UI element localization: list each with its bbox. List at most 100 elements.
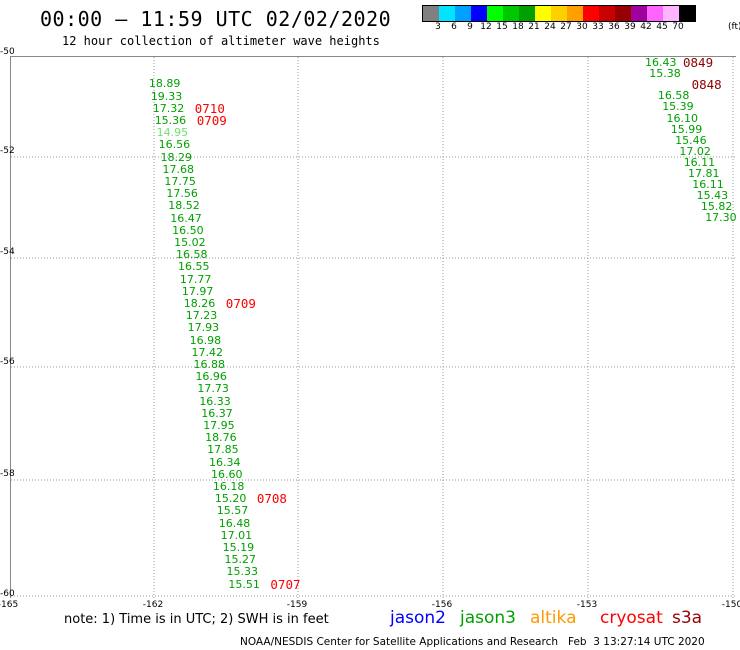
color-swatch bbox=[663, 6, 679, 21]
color-scale-labels: 3 6 9 12 15 18 21 24 27 30 33 36 39 42 45 70 bbox=[422, 21, 740, 35]
wave-height-label: 17.23 bbox=[185, 309, 218, 323]
wave-height-label: 17.42 bbox=[191, 345, 224, 359]
wave-height-label: 15.57 bbox=[216, 504, 249, 518]
latitude-label: -60 bbox=[0, 589, 15, 599]
wave-height-label: 17.73 bbox=[197, 382, 229, 396]
wave-height-label: 15.43 bbox=[696, 189, 729, 203]
wave-height-label: 17.77 bbox=[179, 272, 212, 286]
wave-height-label: 16.98 bbox=[189, 333, 222, 347]
wave-height-label: 15.19 bbox=[222, 541, 255, 554]
pass-time-label: 0709 bbox=[196, 113, 227, 128]
color-swatch bbox=[583, 6, 599, 21]
wave-height-label: 19.33 bbox=[150, 89, 183, 103]
color-scale-tick-label: 3 bbox=[435, 22, 441, 32]
color-scale-tick-label: 24 bbox=[544, 22, 556, 32]
pass-time-label: 0708 bbox=[256, 491, 287, 507]
wave-height-label: 16.56 bbox=[158, 138, 191, 152]
wave-height-label: 16.60 bbox=[210, 467, 243, 481]
latitude-label: -54 bbox=[0, 247, 15, 257]
latitude-label: -58 bbox=[0, 469, 15, 479]
color-swatch bbox=[439, 6, 455, 21]
latitude-label: -56 bbox=[0, 357, 15, 367]
pass-time-label: 0709 bbox=[225, 296, 256, 311]
wave-height-label: 17.93 bbox=[187, 321, 220, 335]
color-scale-tick-label: 42 bbox=[640, 22, 652, 32]
color-swatch bbox=[471, 6, 487, 21]
longitude-label: -159 bbox=[286, 600, 308, 610]
wave-height-label: 17.02 bbox=[679, 144, 711, 158]
wave-height-label: 17.32 bbox=[152, 101, 185, 115]
longitude-label: -150 bbox=[721, 600, 740, 610]
pass-time-label: 0848 bbox=[691, 77, 722, 93]
wave-height-label: 16.43 bbox=[645, 56, 677, 69]
color-scale-bar bbox=[422, 5, 696, 22]
wave-height-label: 16.58 bbox=[176, 248, 208, 262]
wave-height-label: 15.51 bbox=[228, 577, 260, 591]
longitude-label: -165 bbox=[0, 600, 19, 610]
wave-height-label: 17.68 bbox=[162, 162, 194, 176]
wave-height-label: 15.02 bbox=[174, 236, 206, 249]
color-swatch bbox=[535, 6, 551, 21]
color-scale-tick-label: 39 bbox=[624, 22, 636, 32]
wave-height-label: 16.47 bbox=[170, 211, 202, 225]
wave-height-label: 18.29 bbox=[160, 150, 193, 164]
latitude-label: -50 bbox=[0, 47, 15, 57]
wave-height-label: 15.46 bbox=[675, 133, 707, 147]
color-scale-tick-label: 21 bbox=[528, 22, 540, 32]
color-swatch bbox=[679, 6, 695, 21]
longitude-label: -162 bbox=[142, 600, 164, 610]
credit-line: NOAA/NESDIS Center for Satellite Applica… bbox=[240, 636, 705, 648]
wave-height-label: 15.27 bbox=[224, 553, 257, 567]
wave-height-label: 14.95 bbox=[156, 126, 189, 140]
wave-height-label: 15.82 bbox=[700, 200, 733, 214]
color-scale-tick-label: 70 bbox=[672, 22, 684, 32]
wave-height-label: 16.33 bbox=[199, 394, 231, 408]
color-scale-tick-label: 15 bbox=[496, 22, 508, 32]
color-scale-tick-label: 27 bbox=[560, 22, 572, 32]
color-scale-tick-label: 33 bbox=[592, 22, 604, 32]
color-swatch bbox=[487, 6, 503, 21]
wave-height-label: 15.38 bbox=[649, 67, 681, 81]
color-swatch bbox=[631, 6, 647, 21]
satellite-legend-item: jason2 bbox=[390, 608, 446, 628]
wave-height-label: 17.56 bbox=[166, 187, 198, 201]
wave-height-label: 17.95 bbox=[203, 419, 235, 432]
wave-height-label: 16.34 bbox=[209, 455, 241, 469]
wave-height-label: 18.76 bbox=[205, 431, 237, 445]
map-subtitle: 12 hour collection of altimeter wave hei… bbox=[62, 34, 380, 48]
wave-height-label: 15.20 bbox=[214, 492, 247, 506]
wave-height-label: 16.37 bbox=[201, 406, 233, 420]
color-scale-tick-label: 30 bbox=[576, 22, 588, 32]
wave-height-label: 17.97 bbox=[181, 284, 214, 298]
color-scale-tick-label: 6 bbox=[451, 22, 457, 32]
wave-height-label: 17.75 bbox=[164, 175, 196, 188]
wave-height-label: 15.99 bbox=[670, 122, 703, 136]
color-scale-tick-label: 9 bbox=[467, 22, 473, 32]
wave-height-label: 18.89 bbox=[148, 77, 181, 91]
color-swatch bbox=[647, 6, 663, 21]
wave-height-label: 17.30 bbox=[705, 211, 737, 225]
satellite-legend-item: s3a bbox=[672, 608, 703, 628]
map-plot-area bbox=[10, 56, 737, 599]
color-swatch bbox=[551, 6, 567, 21]
satellite-legend-item: jason3 bbox=[460, 608, 516, 628]
wave-height-label: 18.52 bbox=[168, 199, 200, 213]
footnote: note: 1) Time is in UTC; 2) SWH is in fe… bbox=[64, 612, 329, 627]
pass-time-label: 0707 bbox=[270, 576, 301, 592]
wave-height-label: 17.85 bbox=[207, 443, 239, 457]
wave-height-label: 16.50 bbox=[172, 223, 204, 237]
wave-height-label: 18.26 bbox=[183, 297, 216, 310]
wave-height-label: 17.01 bbox=[220, 528, 253, 542]
color-swatch bbox=[599, 6, 615, 21]
satellite-legend-item: cryosat bbox=[600, 608, 663, 628]
color-swatch bbox=[455, 6, 471, 21]
longitude-label: -153 bbox=[576, 600, 598, 610]
wave-height-label: 17.81 bbox=[688, 167, 720, 180]
satellite-legend-item: altika bbox=[530, 608, 577, 628]
wave-height-label: 16.18 bbox=[212, 480, 245, 493]
latitude-label: -52 bbox=[0, 146, 15, 156]
wave-height-label: 16.88 bbox=[193, 358, 226, 371]
wave-height-label: 15.39 bbox=[662, 100, 694, 114]
color-scale-unit: (ft) bbox=[728, 22, 740, 32]
color-swatch bbox=[423, 6, 439, 21]
